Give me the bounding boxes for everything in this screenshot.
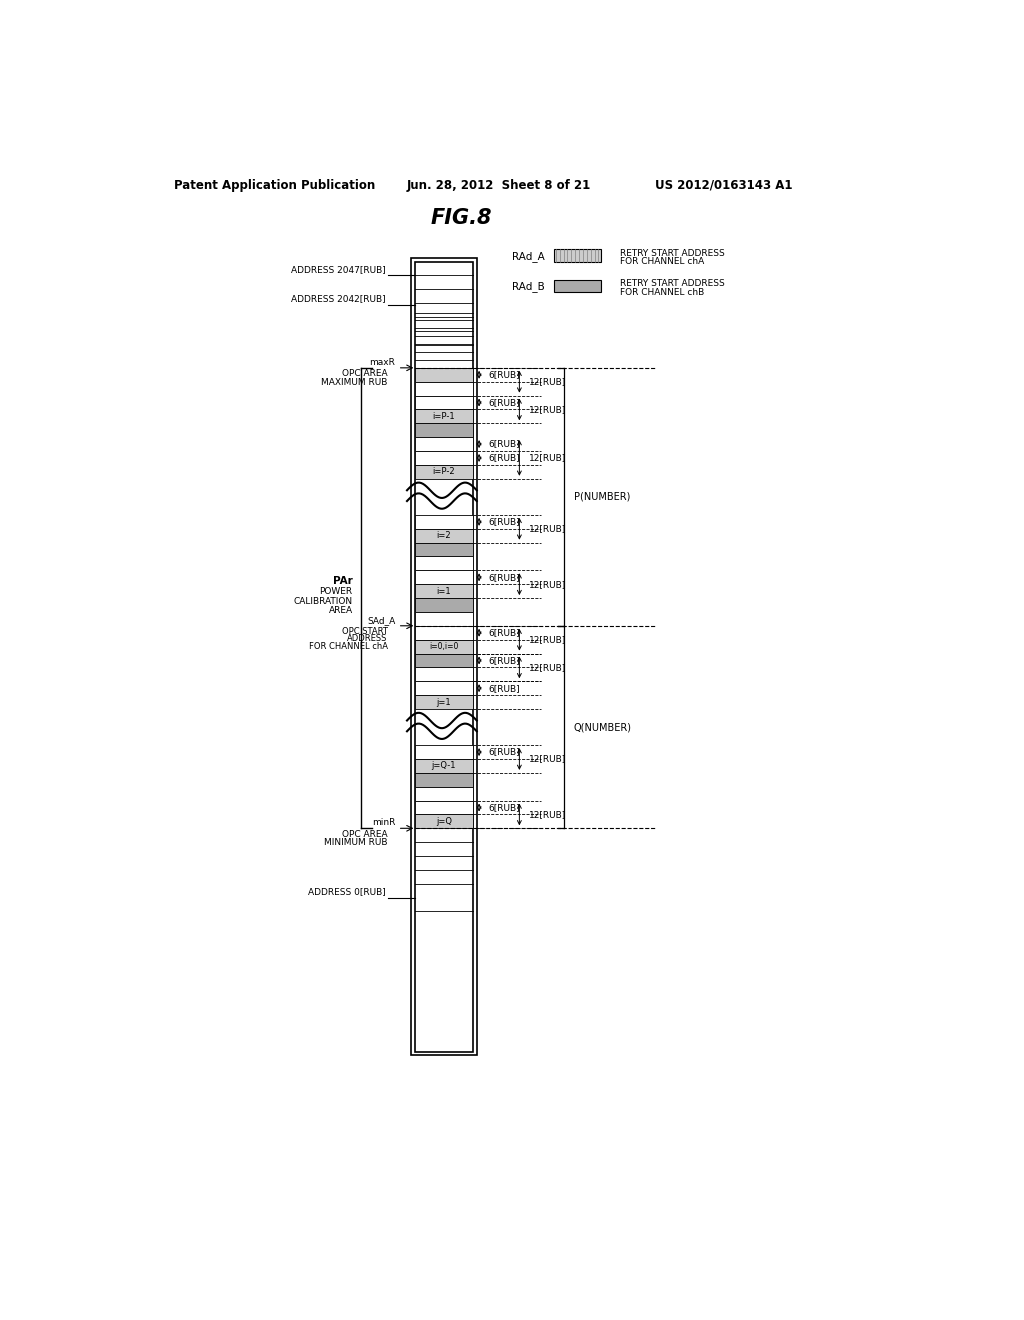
Text: 6[RUB]: 6[RUB]: [488, 371, 520, 379]
Bar: [415, 529, 473, 543]
Text: ADDRESS 0[RUB]: ADDRESS 0[RUB]: [308, 887, 386, 896]
Text: 6[RUB]: 6[RUB]: [488, 454, 520, 462]
Bar: [415, 465, 473, 479]
Bar: [415, 774, 473, 787]
Text: j=1: j=1: [436, 697, 452, 706]
Bar: [415, 543, 473, 557]
Bar: [415, 515, 473, 529]
Text: j=Q: j=Q: [436, 817, 452, 826]
Bar: [415, 451, 473, 465]
Text: RETRY START ADDRESS: RETRY START ADDRESS: [621, 248, 725, 257]
Bar: [415, 668, 473, 681]
Bar: [415, 368, 473, 381]
Text: i=0,i=0: i=0,i=0: [429, 642, 459, 651]
Bar: [415, 381, 473, 396]
Text: 12[RUB]: 12[RUB]: [528, 635, 566, 644]
Bar: [415, 681, 473, 696]
Text: 6[RUB]: 6[RUB]: [488, 440, 520, 449]
Text: RAd_B: RAd_B: [512, 281, 545, 293]
Text: i=1: i=1: [436, 586, 452, 595]
Bar: [415, 696, 473, 709]
Bar: [415, 570, 473, 585]
Text: 6[RUB]: 6[RUB]: [488, 803, 520, 812]
Bar: [415, 744, 473, 759]
Text: maxR: maxR: [370, 358, 395, 367]
Text: MINIMUM RUB: MINIMUM RUB: [325, 838, 388, 847]
Bar: [415, 261, 473, 1052]
Bar: [415, 814, 473, 829]
Bar: [415, 424, 473, 437]
Bar: [415, 437, 473, 451]
Bar: [415, 653, 473, 668]
Text: US 2012/0163143 A1: US 2012/0163143 A1: [655, 178, 793, 191]
Bar: [415, 787, 473, 800]
Text: FOR CHANNEL chB: FOR CHANNEL chB: [621, 288, 705, 297]
Text: 12[RUB]: 12[RUB]: [528, 579, 566, 589]
Bar: [415, 409, 473, 424]
Text: 6[RUB]: 6[RUB]: [488, 573, 520, 582]
Text: 12[RUB]: 12[RUB]: [528, 405, 566, 414]
Text: OPC AREA: OPC AREA: [342, 370, 388, 379]
Bar: [554, 249, 601, 261]
Text: 6[RUB]: 6[RUB]: [488, 656, 520, 665]
Text: ADDRESS 2047[RUB]: ADDRESS 2047[RUB]: [291, 265, 386, 275]
Text: POWER: POWER: [319, 587, 352, 597]
Text: Jun. 28, 2012  Sheet 8 of 21: Jun. 28, 2012 Sheet 8 of 21: [407, 178, 591, 191]
Bar: [415, 640, 473, 653]
Text: 6[RUB]: 6[RUB]: [488, 747, 520, 756]
Text: i=2: i=2: [436, 531, 452, 540]
Text: 6[RUB]: 6[RUB]: [488, 628, 520, 638]
Text: P(NUMBER): P(NUMBER): [573, 492, 630, 502]
Bar: [415, 396, 473, 409]
Text: CALIBRATION: CALIBRATION: [294, 597, 352, 606]
Text: ADDRESS: ADDRESS: [347, 635, 388, 643]
Bar: [415, 800, 473, 814]
Text: FIG.8: FIG.8: [430, 209, 492, 228]
Text: AREA: AREA: [329, 606, 352, 615]
Text: OPC START: OPC START: [342, 627, 388, 636]
Text: 12[RUB]: 12[RUB]: [528, 810, 566, 818]
Text: RETRY START ADDRESS: RETRY START ADDRESS: [621, 280, 725, 288]
Bar: [415, 759, 473, 774]
Bar: [554, 280, 601, 293]
Text: SAd_A: SAd_A: [368, 616, 395, 624]
Bar: [415, 612, 473, 626]
Text: 12[RUB]: 12[RUB]: [528, 755, 566, 763]
Text: 6[RUB]: 6[RUB]: [488, 684, 520, 693]
Bar: [415, 585, 473, 598]
Text: 12[RUB]: 12[RUB]: [528, 454, 566, 462]
Bar: [415, 557, 473, 570]
Text: 12[RUB]: 12[RUB]: [528, 663, 566, 672]
Text: FOR CHANNEL chA: FOR CHANNEL chA: [308, 642, 388, 651]
Text: minR: minR: [372, 818, 395, 828]
Text: j=Q-1: j=Q-1: [431, 762, 456, 771]
Text: 12[RUB]: 12[RUB]: [528, 524, 566, 533]
Text: RAd_A: RAd_A: [512, 251, 545, 261]
Text: 6[RUB]: 6[RUB]: [488, 399, 520, 407]
Text: i=P-1: i=P-1: [432, 412, 455, 421]
Bar: [415, 598, 473, 612]
Text: 12[RUB]: 12[RUB]: [528, 378, 566, 387]
Text: FOR CHANNEL chA: FOR CHANNEL chA: [621, 257, 705, 267]
Text: i=P-2: i=P-2: [432, 467, 455, 477]
Text: PAr: PAr: [333, 576, 352, 586]
Text: 6[RUB]: 6[RUB]: [488, 517, 520, 527]
Text: Q(NUMBER): Q(NUMBER): [573, 722, 632, 733]
Bar: [415, 626, 473, 640]
Text: MAXIMUM RUB: MAXIMUM RUB: [322, 378, 388, 387]
Text: OPC AREA: OPC AREA: [342, 830, 388, 840]
Bar: [411, 257, 477, 1056]
Text: Patent Application Publication: Patent Application Publication: [174, 178, 376, 191]
Text: ADDRESS 2042[RUB]: ADDRESS 2042[RUB]: [292, 294, 386, 304]
